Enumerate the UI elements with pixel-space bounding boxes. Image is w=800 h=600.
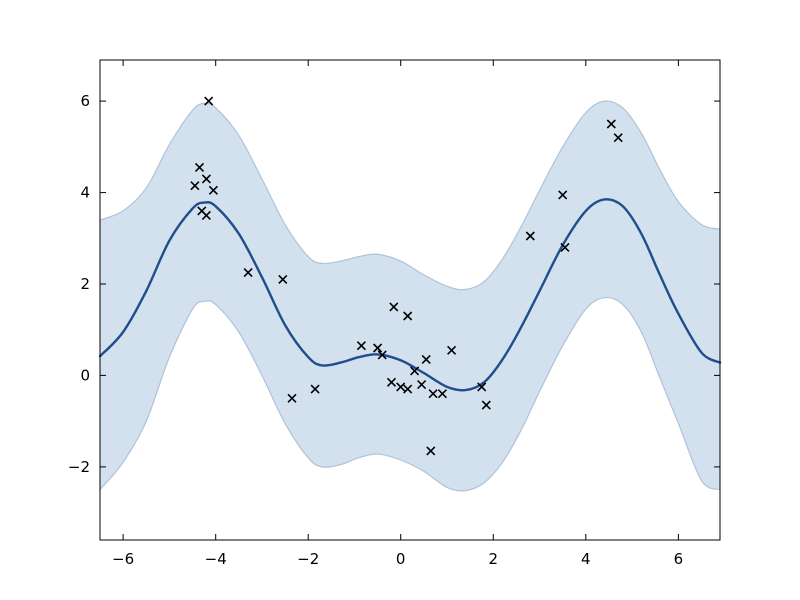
- scatter-point: [428, 389, 438, 399]
- y-tick-label: −2: [68, 458, 90, 476]
- scatter-point: [417, 380, 427, 390]
- y-tick-label: 4: [80, 184, 90, 202]
- scatter-point: [525, 231, 535, 241]
- x-tick-label: −4: [205, 550, 227, 568]
- scatter-point: [386, 377, 397, 387]
- y-tick-label: 0: [80, 366, 90, 384]
- scatter-point: [403, 311, 413, 321]
- scatter-point: [287, 393, 297, 403]
- scatter-point: [613, 133, 623, 143]
- scatter-point: [377, 350, 387, 360]
- scatter-point: [356, 341, 366, 351]
- scatter-point: [560, 242, 570, 252]
- scatter-point: [201, 174, 211, 184]
- scatter-point: [481, 400, 491, 410]
- scatter-point: [447, 345, 457, 355]
- scatter-point: [310, 384, 320, 394]
- scatter-point: [558, 190, 568, 200]
- scatter-point: [208, 185, 218, 195]
- scatter-point: [278, 274, 288, 284]
- gp-mean-line: [98, 198, 722, 392]
- scatter-point: [194, 162, 205, 172]
- scatter-point: [437, 389, 447, 399]
- scatter-point: [389, 302, 399, 312]
- confidence-band-upper-edge: [99, 100, 721, 291]
- x-tick-label: 2: [489, 550, 499, 568]
- scatter-point: [201, 210, 211, 220]
- scatter-point: [426, 446, 436, 456]
- x-tick-label: 0: [396, 550, 406, 568]
- y-tick-label: 2: [80, 275, 90, 293]
- scatter-point: [410, 366, 420, 376]
- x-tick-label: 6: [674, 550, 684, 568]
- scatter-point: [190, 181, 200, 191]
- scatter-point: [421, 354, 431, 364]
- x-tick-label: 4: [581, 550, 591, 568]
- confidence-band-lower-edge: [99, 296, 721, 492]
- scatter-point: [396, 382, 406, 392]
- x-tick-label: −6: [112, 550, 134, 568]
- scatter-point: [477, 382, 487, 392]
- y-tick-label: 6: [80, 92, 90, 110]
- scatter-point: [403, 384, 413, 394]
- x-tick-label: −2: [297, 550, 319, 568]
- scatter-point: [204, 96, 214, 106]
- scatter-point: [243, 268, 253, 278]
- scatter-point: [606, 119, 616, 129]
- scatter-point: [373, 343, 383, 353]
- confidence-band: [100, 100, 720, 491]
- axes-frame: [99, 59, 721, 541]
